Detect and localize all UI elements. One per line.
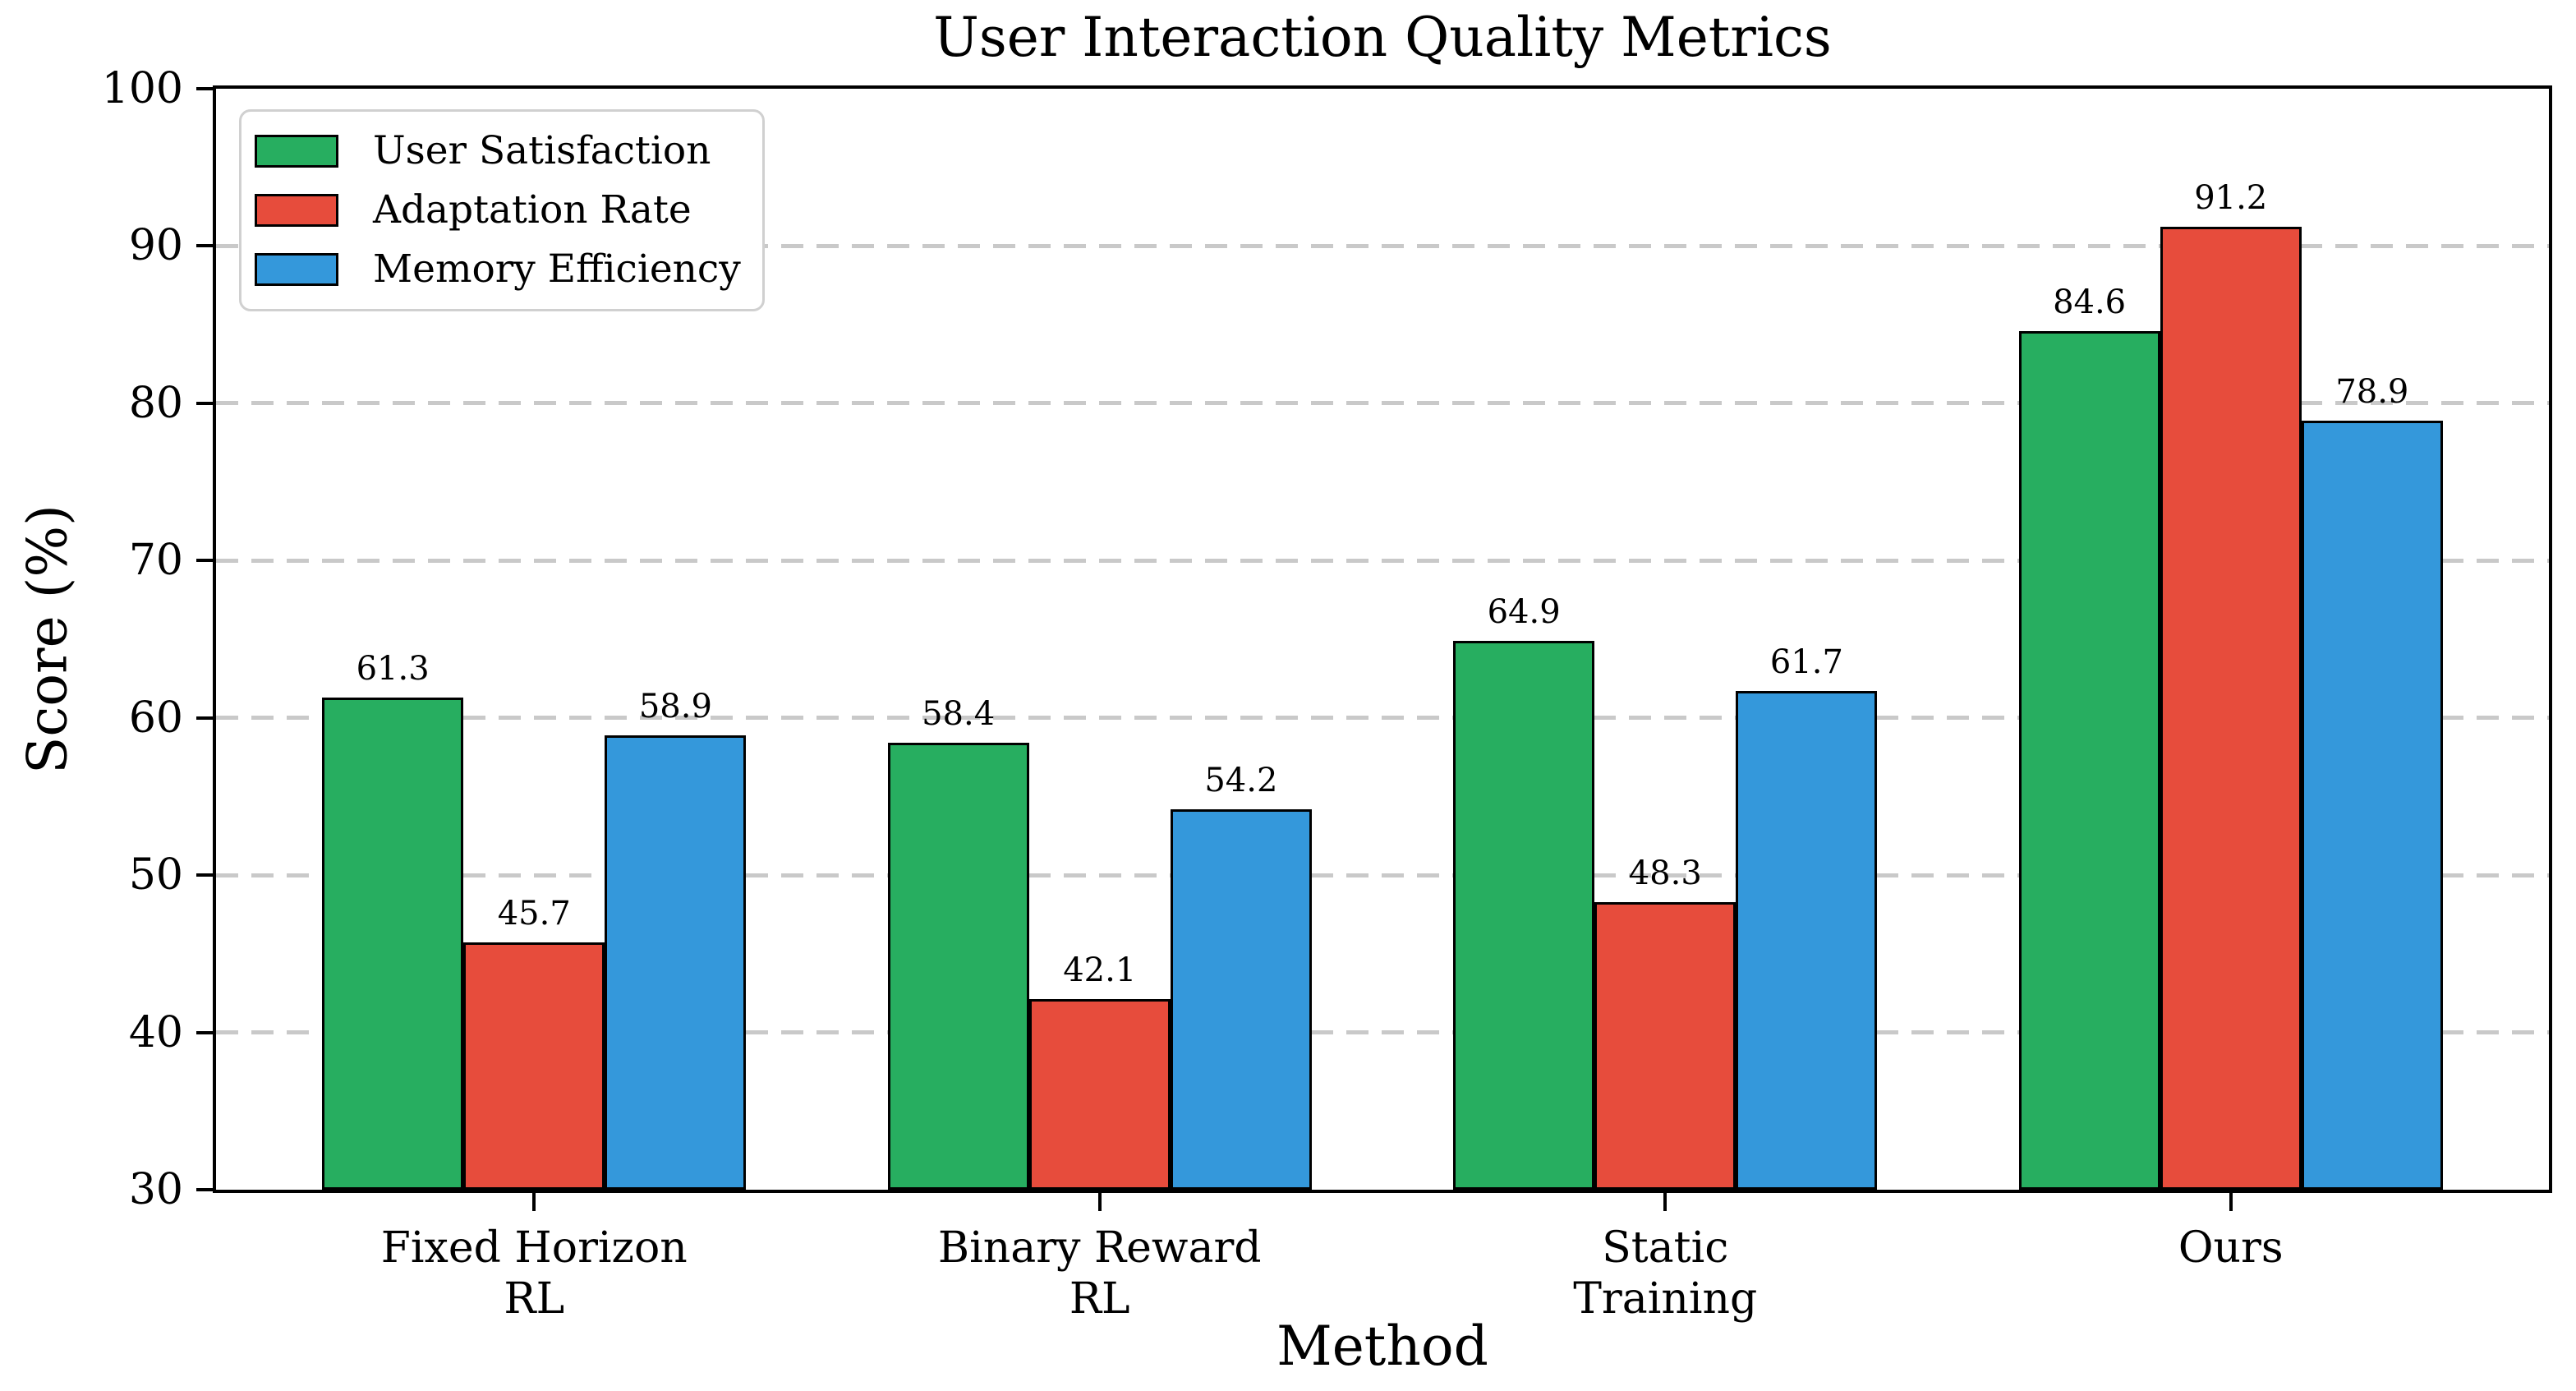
y-axis-label: Score (%) <box>16 504 80 774</box>
legend-item-label: Adaptation Rate <box>373 187 692 233</box>
y-tick-label: 70 <box>128 536 183 586</box>
bar-user-satisfaction-1 <box>887 743 1029 1190</box>
y-tick-label: 90 <box>128 221 183 271</box>
bar-adaptation-rate-0 <box>463 942 605 1190</box>
y-tick-label: 100 <box>101 64 183 113</box>
bar-value-label: 84.6 <box>2053 283 2127 321</box>
gridline-y-50 <box>216 873 2549 877</box>
y-tick-mark <box>196 401 213 405</box>
legend-item-label: Memory Efficiency <box>373 246 741 292</box>
bar-value-label: 48.3 <box>1628 854 1702 892</box>
bar-value-label: 58.4 <box>922 695 996 734</box>
chart-title: User Interaction Quality Metrics <box>933 6 1832 69</box>
y-tick-mark <box>196 87 213 90</box>
y-tick-mark <box>196 244 213 248</box>
legend-item-adaptation-rate: Adaptation Rate <box>255 191 741 230</box>
bar-value-label: 61.3 <box>356 649 430 688</box>
x-tick-mark <box>1663 1193 1668 1211</box>
legend-item-label: User Satisfaction <box>373 128 711 173</box>
bar-memory-efficiency-0 <box>605 735 747 1190</box>
bar-adaptation-rate-3 <box>2160 227 2302 1190</box>
bar-value-label: 45.7 <box>497 895 571 933</box>
y-tick-mark <box>196 1030 213 1034</box>
bar-user-satisfaction-3 <box>2018 330 2160 1190</box>
x-tick-label: Binary Reward RL <box>937 1223 1262 1324</box>
y-tick-mark <box>196 559 213 563</box>
y-tick-label: 60 <box>128 693 183 743</box>
bar-memory-efficiency-2 <box>1736 691 1878 1190</box>
y-tick-label: 40 <box>128 1007 183 1057</box>
bar-value-label: 42.1 <box>1063 951 1137 990</box>
bar-memory-efficiency-1 <box>1170 808 1312 1190</box>
y-tick-label: 30 <box>128 1165 183 1214</box>
x-tick-mark <box>1097 1193 1102 1211</box>
bar-memory-efficiency-3 <box>2301 420 2443 1190</box>
bar-value-label: 78.9 <box>2335 372 2409 411</box>
x-axis-label: Method <box>1276 1315 1488 1378</box>
legend: User Satisfaction Adaptation Rate Memory E… <box>239 109 765 311</box>
x-tick-mark <box>2229 1193 2233 1211</box>
y-tick-label: 50 <box>128 850 183 900</box>
bar-value-label: 58.9 <box>638 687 712 725</box>
x-tick-label: Ours <box>2178 1223 2284 1273</box>
legend-swatch <box>255 253 338 286</box>
plot-area: 61.3 58.4 64.9 84.6 45.7 42.1 48.3 91.2 58.9 54.2… <box>102 67 2552 1324</box>
y-tick-mark <box>196 716 213 720</box>
legend-item-user-satisfaction: User Satisfaction <box>255 131 741 171</box>
y-tick-mark <box>196 1188 213 1191</box>
gridline-y-80 <box>216 401 2549 406</box>
gridline-y-90 <box>216 243 2549 248</box>
x-tick-label: Static Training <box>1573 1223 1758 1324</box>
gridline-y-60 <box>216 716 2549 721</box>
y-tick-mark <box>196 873 213 877</box>
x-tick-label: Fixed Horizon RL <box>380 1223 688 1324</box>
bar-value-label: 61.7 <box>1769 643 1843 682</box>
legend-item-memory-efficiency: Memory Efficiency <box>255 250 741 289</box>
bar-value-label: 54.2 <box>1204 761 1278 799</box>
x-tick-mark <box>532 1193 536 1211</box>
legend-swatch <box>255 135 338 168</box>
gridline-y-70 <box>216 558 2549 563</box>
y-tick-label: 80 <box>128 378 183 428</box>
bar-user-satisfaction-2 <box>1453 640 1595 1190</box>
gridline-y-40 <box>216 1030 2549 1035</box>
legend-swatch <box>255 194 338 227</box>
bar-adaptation-rate-2 <box>1594 901 1736 1190</box>
bar-value-label: 64.9 <box>1487 592 1561 631</box>
bar-user-satisfaction-0 <box>322 697 464 1190</box>
bar-value-label: 91.2 <box>2194 179 2268 218</box>
bar-adaptation-rate-1 <box>1028 999 1171 1190</box>
